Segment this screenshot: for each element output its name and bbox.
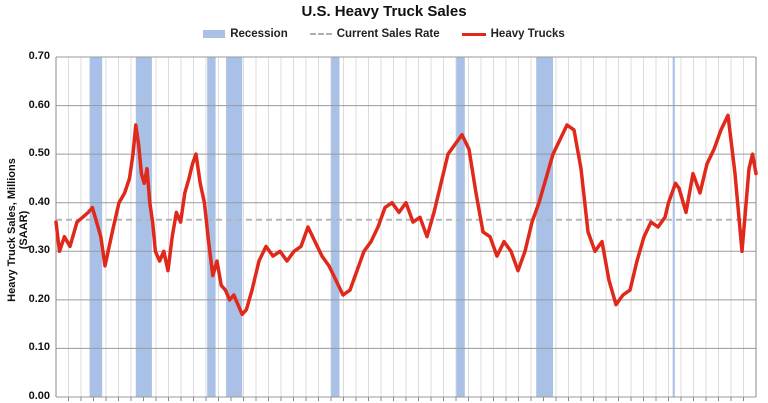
- y-tick-label: 0.30: [28, 244, 50, 257]
- dashed-line-swatch-icon: [309, 33, 332, 35]
- legend-label-heavy-trucks: Heavy Trucks: [490, 28, 565, 40]
- chart-title: U.S. Heavy Truck Sales: [301, 3, 467, 20]
- y-tick-label: 0.40: [28, 195, 50, 208]
- y-tick-label: 0.50: [28, 147, 50, 160]
- legend-label-recession: Recession: [230, 28, 288, 40]
- heavy-trucks-line: [54, 113, 758, 317]
- recession-band: [536, 57, 553, 397]
- y-tick-label: 0.20: [28, 292, 50, 305]
- recession-band: [226, 57, 243, 397]
- legend-recession: Recession: [203, 28, 288, 40]
- legend-label-current-rate: Current Sales Rate: [336, 28, 440, 40]
- recession-swatch-icon: [203, 30, 226, 38]
- legend-current-rate: Current Sales Rate: [309, 28, 440, 40]
- recession-band: [456, 57, 465, 397]
- recession-band: [89, 57, 103, 397]
- y-tick-label: 0.10: [28, 341, 50, 354]
- y-tick-label: 0.60: [28, 98, 50, 111]
- legend-heavy-trucks: Heavy Trucks: [461, 28, 565, 40]
- legend: Recession Current Sales Rate Heavy Truck…: [0, 28, 768, 40]
- recession-band: [331, 57, 340, 397]
- recession-band: [207, 57, 216, 397]
- recession-band: [672, 57, 675, 397]
- y-tick-label: 0.00: [28, 390, 50, 402]
- recession-band: [135, 57, 152, 397]
- y-tick-label: 0.70: [28, 50, 50, 62]
- red-line-swatch-icon: [461, 32, 486, 36]
